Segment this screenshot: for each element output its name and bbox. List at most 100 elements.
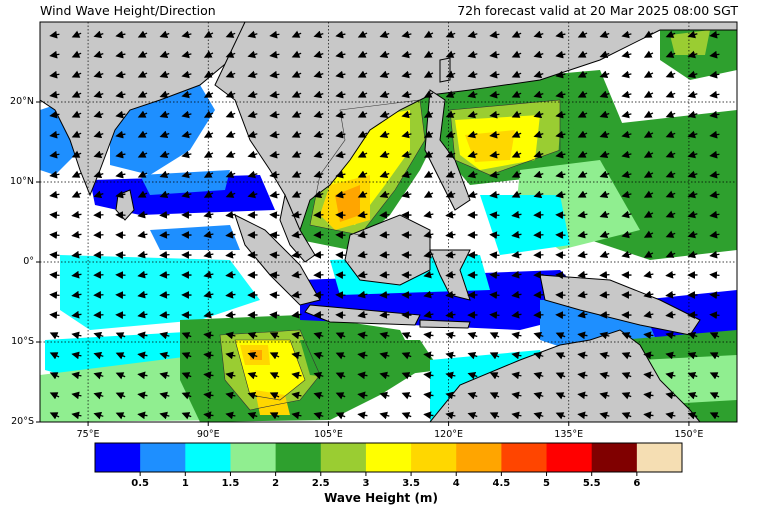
- wind-arrow: [203, 170, 214, 178]
- wind-arrow: [313, 30, 324, 39]
- wind-arrow: [511, 411, 522, 420]
- wind-arrow: [357, 70, 368, 78]
- wind-arrow: [577, 150, 588, 158]
- wind-arrow: [643, 250, 654, 258]
- wind-arrow: [687, 371, 698, 380]
- wind-arrow: [599, 30, 610, 38]
- wind-arrow: [401, 150, 412, 159]
- wind-arrow: [423, 210, 434, 219]
- wind-arrow: [445, 230, 456, 239]
- wind-arrow: [225, 50, 236, 58]
- wind-arrow: [687, 250, 698, 259]
- wind-arrow: [709, 311, 720, 320]
- wind-arrow: [71, 250, 82, 259]
- wind-arrow: [423, 90, 434, 98]
- wind-arrow: [577, 250, 588, 259]
- wind-arrow: [401, 190, 412, 199]
- wind-arrow: [71, 290, 82, 299]
- wind-arrow: [71, 90, 82, 98]
- wind-arrow: [159, 250, 170, 259]
- lon-tick-label: 135°E: [554, 429, 584, 440]
- wind-arrow: [511, 290, 522, 299]
- wind-arrow: [555, 372, 566, 380]
- wind-arrow: [357, 411, 368, 420]
- wind-arrow: [115, 30, 126, 39]
- wind-arrow: [577, 210, 588, 219]
- wind-arrow: [291, 290, 302, 299]
- wind-arrow: [511, 391, 522, 400]
- wind-arrow: [577, 230, 588, 239]
- wind-arrow: [423, 411, 434, 420]
- wind-arrow: [379, 190, 390, 198]
- wind-arrow: [49, 170, 60, 179]
- wind-arrow: [181, 332, 192, 340]
- wind-arrow: [643, 210, 654, 218]
- wind-arrow: [379, 230, 390, 239]
- wind-arrow: [115, 170, 126, 179]
- wind-arrow: [291, 331, 302, 340]
- wind-arrow: [49, 291, 60, 300]
- wind-arrow: [203, 90, 214, 98]
- wind-arrow: [401, 50, 412, 59]
- wind-arrow: [709, 70, 720, 79]
- wind-arrow: [533, 190, 544, 199]
- wind-arrow: [93, 70, 104, 79]
- wind-arrow: [577, 331, 588, 340]
- wind-arrow: [379, 70, 390, 78]
- wind-arrow: [445, 351, 456, 360]
- wind-arrow: [357, 90, 368, 98]
- wind-arrow: [181, 150, 192, 159]
- wind-arrow: [335, 372, 346, 380]
- wind-arrow: [643, 50, 654, 58]
- wind-arrow: [577, 190, 588, 198]
- wind-arrow: [687, 170, 698, 179]
- wind-arrow: [401, 130, 412, 139]
- wind-arrow: [687, 30, 698, 39]
- wind-arrow: [489, 251, 500, 260]
- wind-arrow: [577, 110, 588, 118]
- wind-arrow: [687, 411, 698, 420]
- wind-arrow: [225, 90, 236, 98]
- wind-arrow: [115, 352, 126, 360]
- wind-arrow: [643, 190, 654, 198]
- wind-arrow: [489, 271, 500, 280]
- wind-arrow: [225, 190, 236, 198]
- wind-arrow: [555, 70, 566, 79]
- wind-arrow: [621, 352, 632, 360]
- wind-arrow: [137, 130, 148, 138]
- wind-arrow: [379, 130, 390, 138]
- wind-arrow: [555, 352, 566, 360]
- wind-arrow: [247, 70, 258, 79]
- wind-arrow: [71, 30, 82, 38]
- wind-arrow: [643, 391, 654, 400]
- wind-arrow: [467, 110, 478, 119]
- wind-arrow: [599, 50, 610, 58]
- wind-arrow: [379, 310, 390, 319]
- wind-arrow: [533, 351, 544, 360]
- wind-arrow: [247, 170, 258, 179]
- wind-arrow: [71, 310, 82, 319]
- colorbar-swatch: [411, 443, 457, 472]
- wind-arrow: [71, 270, 82, 279]
- wind-arrow: [489, 190, 500, 199]
- wind-arrow: [181, 392, 192, 400]
- wind-arrow: [599, 391, 610, 400]
- wind-arrow: [115, 70, 126, 79]
- wind-arrow: [137, 30, 148, 38]
- wind-arrow: [225, 70, 236, 78]
- wind-arrow: [621, 30, 632, 39]
- wind-arrow: [269, 311, 280, 320]
- wind-arrow: [555, 30, 566, 39]
- wind-arrow: [93, 371, 104, 380]
- wind-arrow: [423, 250, 434, 259]
- wind-arrow: [71, 110, 82, 118]
- wind-arrow: [665, 391, 676, 400]
- wind-arrow: [665, 130, 676, 138]
- wind-arrow: [467, 411, 478, 420]
- wind-arrow: [93, 90, 104, 99]
- wind-arrow: [181, 130, 192, 139]
- wind-arrow: [357, 331, 368, 340]
- wind-arrow: [687, 130, 698, 139]
- wind-arrow: [445, 50, 456, 58]
- wind-arrow: [665, 150, 676, 158]
